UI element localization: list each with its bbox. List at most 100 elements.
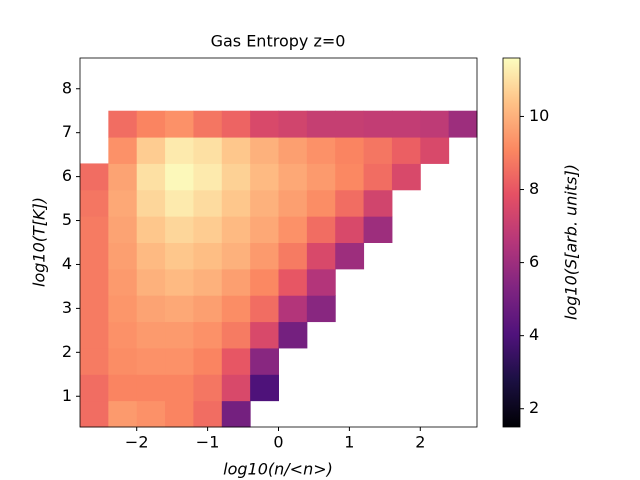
heatmap-cell [193, 295, 223, 323]
heatmap-cell [165, 110, 194, 138]
heatmap-cell [165, 163, 194, 191]
heatmap-cell [363, 163, 393, 191]
heatmap-cell [306, 268, 336, 296]
heatmap-cell [193, 163, 223, 191]
x-tick-label: 1 [344, 433, 354, 452]
y-tick-label: 2 [62, 342, 72, 361]
heatmap-cell [250, 163, 279, 191]
heatmap-cell [136, 137, 166, 164]
heatmap-cell [250, 242, 279, 270]
y-tick-label: 7 [62, 122, 72, 141]
heatmap-cell [193, 189, 223, 217]
y-tick-label: 4 [62, 254, 72, 273]
colorbar [502, 57, 521, 428]
heatmap-cell [165, 137, 194, 164]
y-tick-label: 3 [62, 298, 72, 317]
heatmap-cell [363, 110, 393, 138]
heatmap-cell [250, 374, 279, 402]
heatmap-cell [363, 137, 393, 164]
heatmap-cell [193, 347, 223, 375]
heatmap-cell [165, 189, 194, 217]
heatmap-cell [193, 137, 223, 164]
heatmap-cell [136, 242, 166, 270]
chart-title: Gas Entropy z=0 [211, 32, 346, 51]
heatmap-cell [335, 137, 365, 164]
heatmap-cell [278, 321, 308, 349]
heatmap-cell [306, 163, 336, 191]
heatmap-cell [108, 321, 138, 349]
heatmap-cell [278, 163, 308, 191]
y-tick-label: 8 [62, 78, 72, 97]
heatmap-cell [278, 189, 308, 217]
heatmap-cell [250, 189, 279, 217]
heatmap-cell [136, 374, 166, 402]
heatmap-cell [221, 374, 251, 402]
heatmap-cell [391, 110, 421, 138]
x-tick-label: 0 [273, 433, 283, 452]
heatmap-cell [221, 295, 251, 323]
heatmap-cell [363, 189, 393, 217]
heatmap-cell [391, 137, 421, 164]
colorbar-label: log10(S[arb. units]) [562, 164, 581, 320]
heatmap-cell [136, 110, 166, 138]
heatmap-cell [108, 374, 138, 402]
heatmap-cell [306, 189, 336, 217]
heatmap-cell [221, 242, 251, 270]
heatmap-cell [221, 137, 251, 164]
heatmap-cell [278, 137, 308, 164]
heatmap-cell [165, 242, 194, 270]
heatmap-cell [165, 216, 194, 243]
heatmap-cell [108, 295, 138, 323]
heatmap-cell [108, 347, 138, 375]
heatmap-cell [80, 268, 109, 296]
heatmap-cell [306, 242, 336, 270]
heatmap-cell [108, 400, 138, 428]
heatmap-cell [108, 268, 138, 296]
x-tick-label: −1 [196, 433, 220, 452]
heatmap-cell [136, 347, 166, 375]
heatmap-cell [250, 268, 279, 296]
heatmap-cell [221, 321, 251, 349]
heatmap-cell [250, 137, 279, 164]
heatmap-cell [165, 268, 194, 296]
heatmap-cell [278, 242, 308, 270]
heatmap-cell [136, 321, 166, 349]
x-tick-label: 2 [415, 433, 425, 452]
heatmap-cell [420, 110, 450, 138]
heatmap-cell [221, 400, 251, 428]
heatmap-cells [80, 110, 478, 428]
heatmap-cell [193, 321, 223, 349]
heatmap-cell [80, 295, 109, 323]
heatmap-cell [80, 374, 109, 402]
heatmap-cell [165, 347, 194, 375]
heatmap-cell [221, 163, 251, 191]
heatmap-cell [136, 268, 166, 296]
heatmap-cell [136, 163, 166, 191]
y-axis-label: log10(T[K]) [30, 197, 49, 287]
heatmap-cell [136, 189, 166, 217]
heatmap-cell [250, 295, 279, 323]
heatmap-cell [108, 110, 138, 138]
colorbar-tick-label: 6 [529, 252, 539, 271]
y-tick-label: 6 [62, 166, 72, 185]
heatmap-cell [108, 189, 138, 217]
heatmap-cell [193, 268, 223, 296]
heatmap-cell [335, 216, 365, 243]
heatmap-cell [193, 374, 223, 402]
heatmap-cell [221, 347, 251, 375]
heatmap-cell [335, 110, 365, 138]
heatmap-cell [306, 137, 336, 164]
heatmap-cell [80, 216, 109, 243]
heatmap-cell [193, 242, 223, 270]
heatmap-cell [108, 242, 138, 270]
heatmap-cell [165, 374, 194, 402]
heatmap-cell [278, 268, 308, 296]
heatmap-cell [278, 295, 308, 323]
heatmap-cell [221, 216, 251, 243]
heatmap-cell [80, 189, 109, 217]
heatmap-cell [108, 216, 138, 243]
heatmap-cell [165, 400, 194, 428]
heatmap-cell [306, 216, 336, 243]
heatmap-cell [306, 110, 336, 138]
